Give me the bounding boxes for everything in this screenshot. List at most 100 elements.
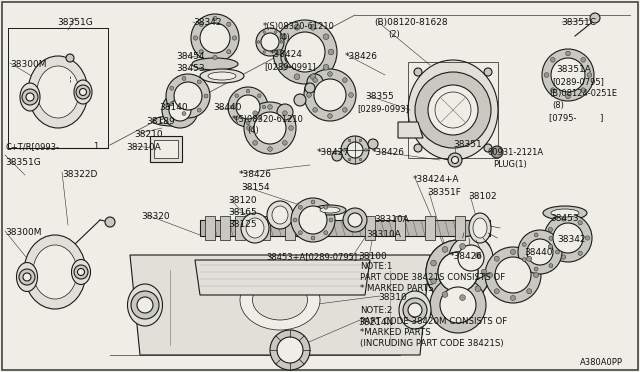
- Circle shape: [323, 64, 329, 70]
- Circle shape: [359, 158, 362, 161]
- Circle shape: [414, 144, 422, 152]
- Circle shape: [235, 116, 239, 120]
- Polygon shape: [150, 136, 182, 162]
- Text: 38165: 38165: [228, 208, 257, 217]
- Text: 38351C: 38351C: [561, 18, 596, 27]
- Circle shape: [451, 157, 458, 164]
- Circle shape: [170, 86, 174, 90]
- Text: 38342: 38342: [193, 18, 221, 27]
- Circle shape: [19, 269, 35, 285]
- Polygon shape: [195, 260, 370, 295]
- Text: 38154: 38154: [241, 183, 269, 192]
- Circle shape: [548, 227, 552, 232]
- Text: (4): (4): [278, 33, 290, 42]
- Ellipse shape: [246, 218, 264, 238]
- Circle shape: [131, 291, 159, 319]
- Circle shape: [438, 252, 478, 292]
- Circle shape: [518, 230, 562, 274]
- Ellipse shape: [241, 213, 269, 243]
- Circle shape: [200, 23, 230, 53]
- Ellipse shape: [551, 209, 579, 217]
- Ellipse shape: [469, 213, 491, 243]
- Ellipse shape: [200, 69, 244, 83]
- Circle shape: [586, 236, 589, 240]
- Circle shape: [282, 141, 287, 145]
- Circle shape: [430, 277, 486, 333]
- Ellipse shape: [543, 206, 587, 220]
- Circle shape: [228, 87, 268, 127]
- Ellipse shape: [208, 72, 236, 80]
- Ellipse shape: [314, 205, 346, 215]
- Circle shape: [348, 213, 362, 227]
- Circle shape: [298, 205, 302, 209]
- Bar: [260, 216, 270, 240]
- Text: PLUG(1): PLUG(1): [493, 160, 527, 169]
- Circle shape: [270, 330, 310, 370]
- Circle shape: [348, 158, 351, 161]
- Polygon shape: [130, 255, 430, 355]
- Circle shape: [551, 58, 585, 92]
- Text: (8): (8): [552, 101, 564, 110]
- Circle shape: [285, 32, 325, 72]
- Circle shape: [285, 53, 295, 63]
- Circle shape: [246, 126, 252, 130]
- Circle shape: [438, 252, 478, 292]
- Circle shape: [162, 92, 198, 128]
- Circle shape: [323, 34, 329, 39]
- Circle shape: [261, 33, 279, 51]
- Circle shape: [332, 151, 342, 161]
- Circle shape: [294, 74, 300, 80]
- Circle shape: [328, 114, 332, 118]
- Text: *38424: *38424: [270, 50, 303, 59]
- Bar: [455, 216, 465, 240]
- Text: 38440: 38440: [524, 248, 552, 257]
- Circle shape: [442, 292, 448, 297]
- Circle shape: [415, 72, 491, 148]
- Circle shape: [197, 108, 201, 112]
- Circle shape: [304, 69, 356, 121]
- Circle shape: [491, 146, 503, 158]
- Circle shape: [549, 236, 553, 240]
- Circle shape: [527, 239, 553, 265]
- Circle shape: [348, 139, 351, 142]
- Circle shape: [294, 94, 306, 106]
- Circle shape: [548, 244, 552, 248]
- Ellipse shape: [24, 235, 86, 309]
- Circle shape: [294, 25, 300, 30]
- Text: 38320: 38320: [141, 212, 170, 221]
- Circle shape: [79, 89, 86, 96]
- Circle shape: [527, 289, 532, 294]
- Circle shape: [485, 247, 541, 303]
- Circle shape: [307, 93, 311, 97]
- Circle shape: [359, 139, 362, 142]
- Bar: [220, 216, 230, 240]
- Circle shape: [26, 93, 34, 101]
- Circle shape: [343, 208, 367, 232]
- Text: A380A0PP: A380A0PP: [580, 358, 623, 367]
- Circle shape: [254, 112, 286, 144]
- Circle shape: [448, 153, 462, 167]
- Text: 00931-2121A: 00931-2121A: [487, 148, 543, 157]
- Text: C+T/R[0993-: C+T/R[0993-: [5, 142, 59, 151]
- Circle shape: [587, 73, 592, 77]
- Text: 38351F: 38351F: [427, 188, 461, 197]
- Circle shape: [280, 41, 283, 43]
- Ellipse shape: [74, 80, 92, 104]
- Text: 38140: 38140: [159, 103, 188, 112]
- Circle shape: [368, 139, 378, 149]
- Text: 38300M: 38300M: [10, 60, 47, 69]
- Circle shape: [458, 245, 484, 271]
- Circle shape: [566, 51, 570, 56]
- Bar: [285, 216, 295, 240]
- Text: (INCRUDING PART CODE 38421S): (INCRUDING PART CODE 38421S): [360, 339, 504, 348]
- Circle shape: [311, 200, 315, 204]
- Circle shape: [191, 14, 239, 62]
- Circle shape: [460, 244, 465, 249]
- Circle shape: [342, 108, 347, 112]
- Circle shape: [282, 111, 287, 115]
- Circle shape: [227, 49, 231, 54]
- Circle shape: [204, 94, 208, 98]
- Ellipse shape: [33, 245, 77, 299]
- Text: [0795-         ]: [0795- ]: [549, 113, 604, 122]
- Text: 1: 1: [93, 142, 99, 151]
